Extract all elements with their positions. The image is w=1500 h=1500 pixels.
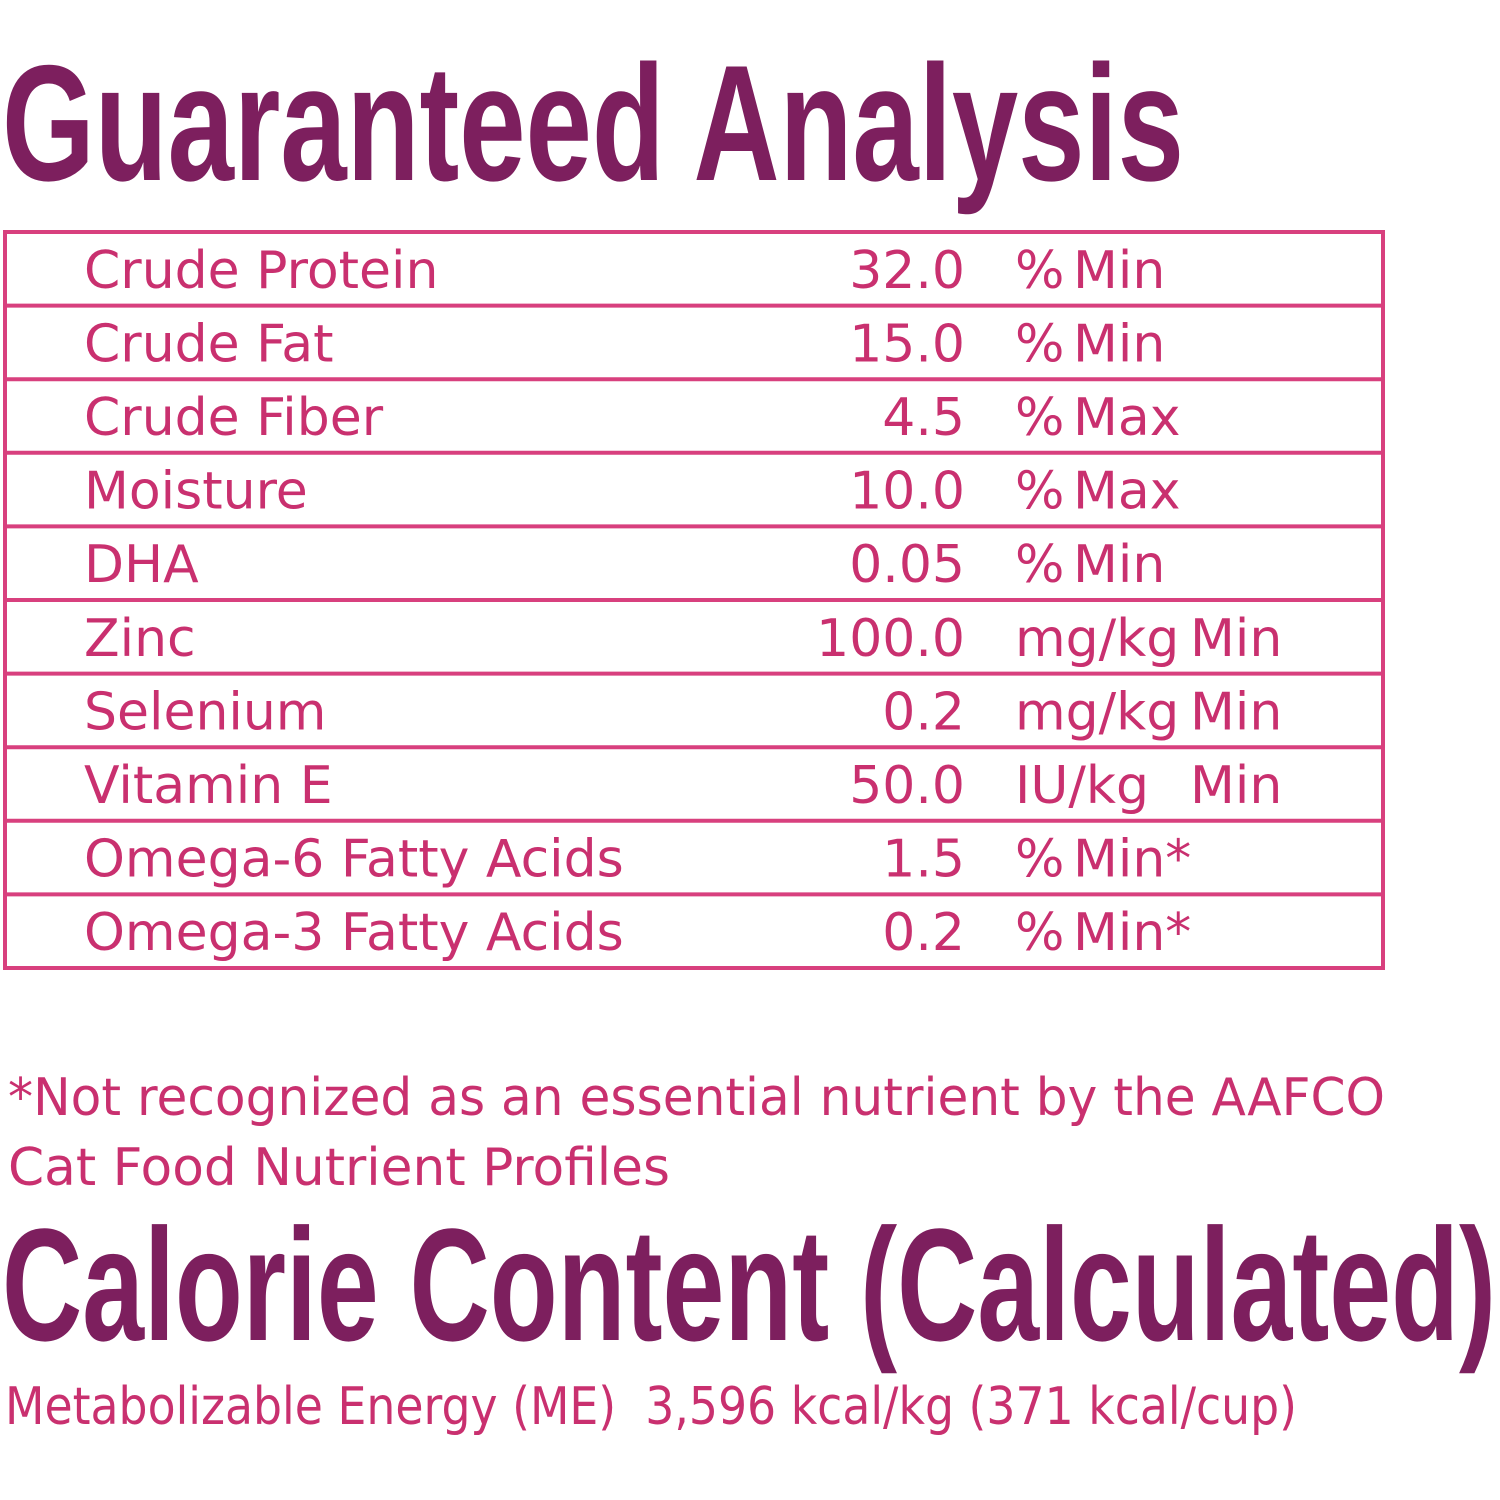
unit: mg/kg xyxy=(1015,609,1179,669)
basis: Min* xyxy=(1073,903,1191,963)
amount: 10.0 xyxy=(849,462,965,522)
unit: mg/kg xyxy=(1015,682,1179,742)
basis: Min xyxy=(1073,535,1165,595)
section-title: Calorie Content (Calculated) xyxy=(2,1195,1496,1374)
amount: 0.05 xyxy=(849,535,965,595)
unit: % xyxy=(1015,830,1064,890)
unit: % xyxy=(1015,903,1064,963)
amount: 100.0 xyxy=(816,609,965,669)
amount: 0.2 xyxy=(882,682,965,742)
basis: Min xyxy=(1190,609,1282,669)
unit: % xyxy=(1015,462,1064,522)
nutrient-name: Omega-3 Fatty Acids xyxy=(84,903,624,963)
basis: Min xyxy=(1073,314,1165,374)
nutrient-name: Crude Fiber xyxy=(84,388,384,448)
nutrient-name: Zinc xyxy=(84,609,196,669)
nutrient-name: Selenium xyxy=(84,682,326,742)
amount: 15.0 xyxy=(849,314,965,374)
basis: Min* xyxy=(1073,830,1191,890)
footnote: Cat Food Nutrient Profiles xyxy=(8,1138,670,1198)
unit: % xyxy=(1015,314,1064,374)
nutrient-name: Crude Fat xyxy=(84,314,334,374)
amount: 0.2 xyxy=(882,903,965,963)
nutrient-name: Crude Protein xyxy=(84,241,438,301)
unit: IU/kg xyxy=(1015,756,1149,816)
calorie-text: Metabolizable Energy (ME) 3,596 kcal/kg … xyxy=(5,1377,1297,1437)
nutrient-name: DHA xyxy=(84,535,199,595)
basis: Max xyxy=(1073,388,1181,448)
basis: Max xyxy=(1073,462,1181,522)
footnote: *Not recognized as an essential nutrient… xyxy=(8,1068,1385,1128)
amount: 4.5 xyxy=(882,388,965,448)
nutrient-name: Omega-6 Fatty Acids xyxy=(84,830,624,890)
nutrient-name: Vitamin E xyxy=(84,756,333,816)
basis: Min xyxy=(1190,756,1282,816)
unit: % xyxy=(1015,388,1064,448)
basis: Min xyxy=(1190,682,1282,742)
unit: % xyxy=(1015,241,1064,301)
nutrient-name: Moisture xyxy=(84,462,308,522)
amount: 32.0 xyxy=(849,241,965,301)
amount: 1.5 xyxy=(882,830,965,890)
unit: % xyxy=(1015,535,1064,595)
section-title: Guaranteed Analysis xyxy=(2,31,1184,215)
basis: Min xyxy=(1073,241,1165,301)
amount: 50.0 xyxy=(849,756,965,816)
